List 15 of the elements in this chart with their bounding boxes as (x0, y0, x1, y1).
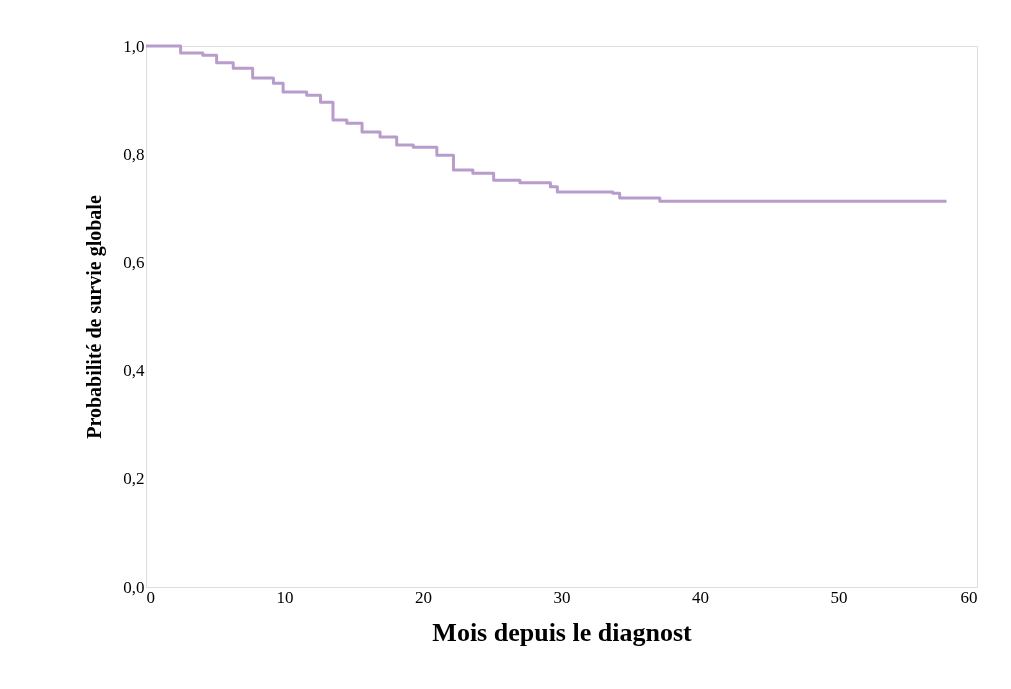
x-tick-label: 10 (276, 587, 294, 607)
x-tick-label: 0 (146, 587, 155, 607)
y-tick-label: 0,8 (123, 144, 145, 164)
y-tick-label: 0,6 (123, 252, 145, 272)
y-tick-label: 0,2 (123, 469, 145, 489)
y-tick-label: 1,0 (123, 36, 145, 56)
x-axis-title: Mois depuis le diagnost (432, 617, 692, 647)
y-tick-label: 0,4 (123, 361, 145, 381)
y-axis-title: Probabilité de survie globale (83, 195, 107, 439)
y-tick-label: 0,0 (123, 577, 145, 597)
x-tick-label: 30 (553, 587, 571, 607)
x-tick-label: 50 (830, 587, 848, 607)
x-tick-label: 40 (692, 587, 709, 607)
x-tick-label: 20 (415, 587, 432, 607)
x-tick-label: 60 (960, 587, 978, 607)
